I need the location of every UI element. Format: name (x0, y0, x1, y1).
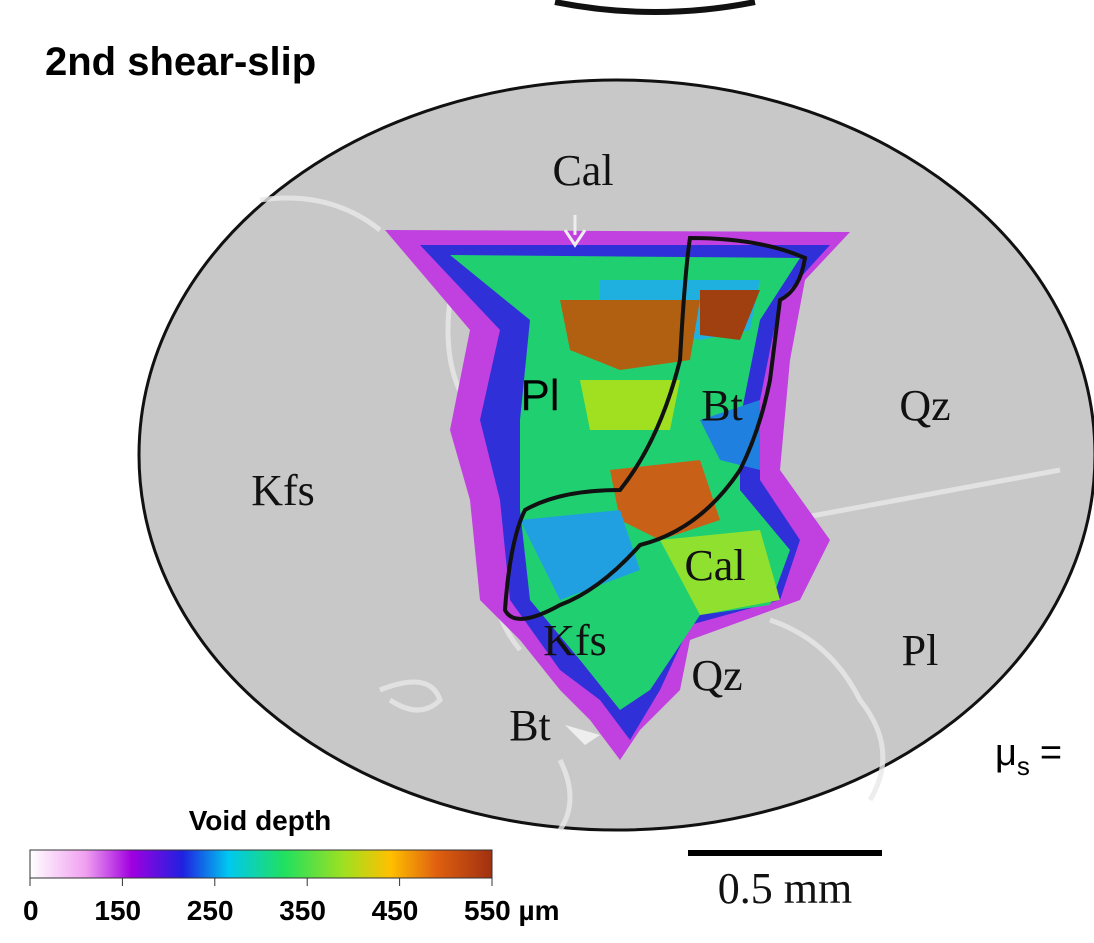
mineral-label: Bt (701, 381, 743, 430)
mineral-label: Pl (520, 371, 559, 420)
page: {"title": "2nd shear-slip", "labels": ["… (0, 0, 1094, 943)
friction: μs = (995, 732, 1062, 781)
mineral-label: Bt (509, 701, 551, 750)
mineral-label: Cal (684, 541, 745, 590)
subscript: s (1017, 751, 1030, 781)
colorbar-title: Void depth (189, 805, 332, 836)
mineral-label: Pl (902, 626, 939, 675)
colorbar-tick-label: 250 (187, 895, 234, 926)
mineral-label: Kfs (543, 616, 607, 665)
mineral-label: Qz (899, 381, 950, 430)
colorbar-tick-label: 450 (372, 895, 419, 926)
mu: μ (995, 732, 1017, 774)
equals: = (1040, 732, 1062, 774)
mineral-label: Qz (691, 651, 742, 700)
colorbar-tick-label: 550 µm (464, 895, 560, 926)
scale-label: 0.5 mm (718, 864, 852, 913)
title: 2nd shear-slip (45, 40, 316, 84)
colorbar-tick-label: 350 (279, 895, 326, 926)
mineral-label: Cal (552, 146, 613, 195)
figure: 2nd shear-slip CalPlBtQzKfsCalKfsQzPlBt … (0, 0, 1094, 943)
mineral-label: Kfs (251, 466, 315, 515)
colorbar-tick-label: 0 (23, 895, 39, 926)
top-arc (555, 2, 755, 12)
colorbar-tick-label: 150 (94, 895, 141, 926)
colorbar-ticks: 0 150 250 350 450 550 µm (23, 878, 560, 926)
colorbar (30, 850, 492, 878)
